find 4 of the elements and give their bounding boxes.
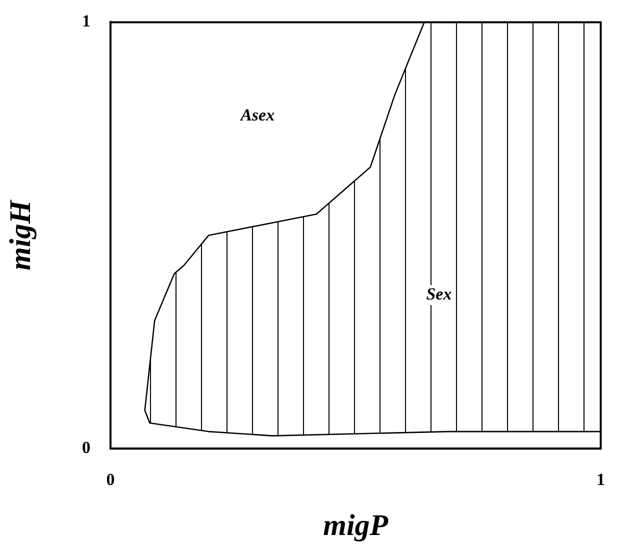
annotation: Sex — [426, 284, 452, 304]
y-axis-title: migH — [4, 198, 37, 270]
annotation: Asex — [240, 105, 276, 124]
x-axis-title: migP — [323, 508, 389, 542]
